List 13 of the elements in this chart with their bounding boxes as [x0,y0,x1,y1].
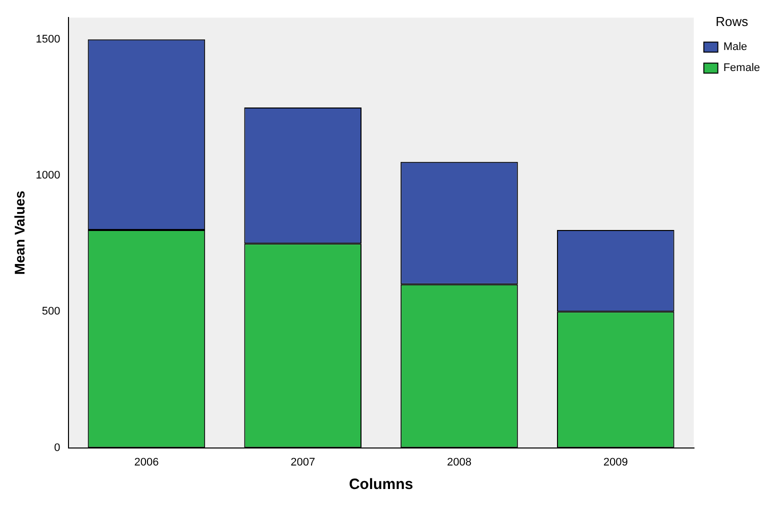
x-tick-label: 2008 [446,456,472,468]
x-tick-label: 2007 [290,456,316,468]
y-tick-label: 500 [42,306,60,318]
y-tick-label: 1500 [36,33,60,46]
legend-label: Male [723,41,748,54]
legend-title: Rows [716,14,749,30]
y-tick-label: 0 [54,442,60,454]
y-tick-label: 1000 [36,170,60,182]
x-tick-label: 2009 [603,456,628,468]
legend-label: Female [723,62,760,74]
x-tick-label: 2006 [134,456,159,468]
y-axis-title: Mean Values [11,190,28,275]
x-axis-title: Columns [348,476,414,494]
